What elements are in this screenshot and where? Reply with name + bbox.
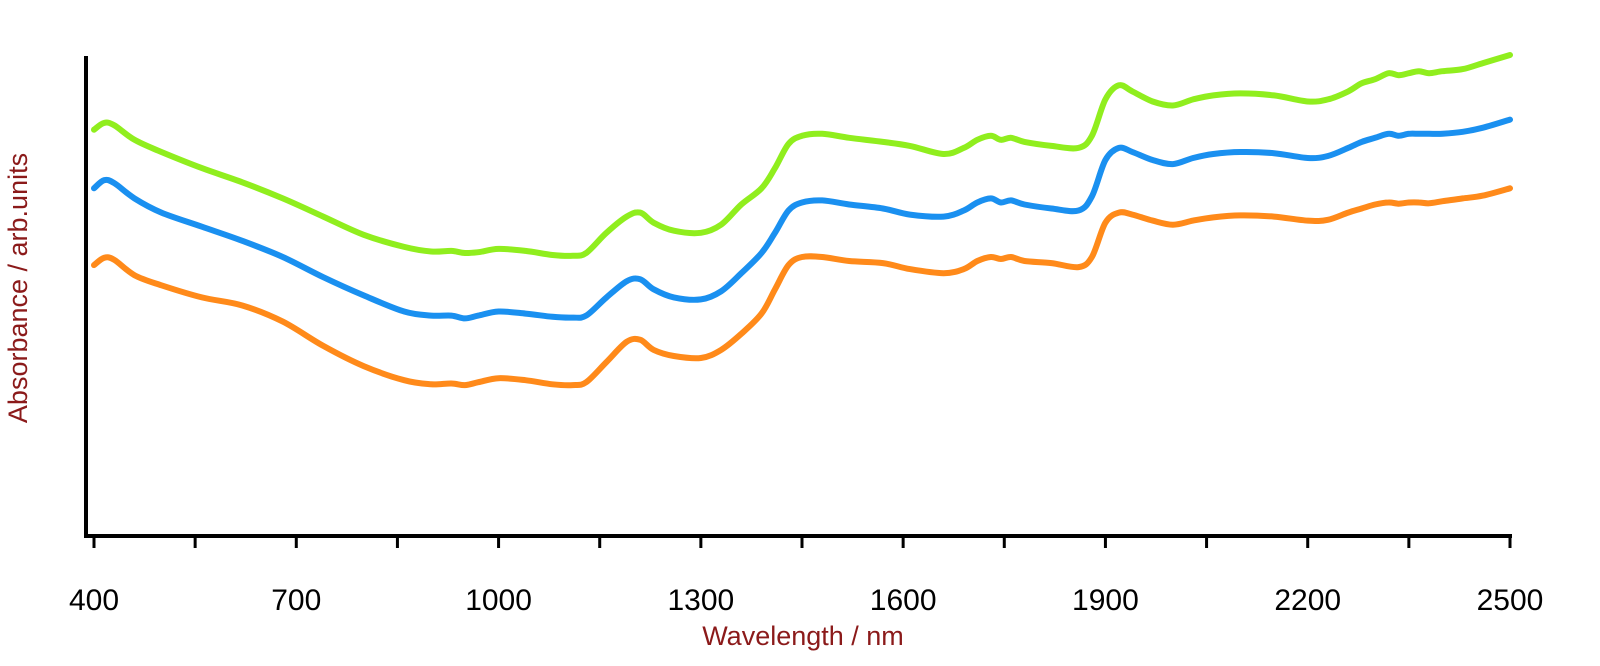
x-tick-label: 1000 bbox=[465, 584, 532, 617]
x-tick-label: 700 bbox=[271, 584, 321, 617]
x-tick-label: 2200 bbox=[1274, 584, 1341, 617]
x-tick-label: 2500 bbox=[1477, 584, 1544, 617]
series-line-3 bbox=[91, 185, 1513, 389]
x-tick-label: 1300 bbox=[667, 584, 734, 617]
series-layer bbox=[91, 52, 1513, 389]
x-axis-title: Wavelength / nm bbox=[702, 621, 904, 651]
x-tick-label: 1600 bbox=[870, 584, 937, 617]
x-tick-label: 400 bbox=[69, 584, 119, 617]
x-tick-label: 1900 bbox=[1072, 584, 1139, 617]
y-axis-title: Absorbance / arb.units bbox=[3, 153, 33, 423]
series-line-2 bbox=[91, 116, 1513, 322]
x-ticks: 400 700 1000 1300 1600 1900 2200 2500 bbox=[69, 536, 1543, 617]
series-line-1 bbox=[91, 52, 1513, 259]
